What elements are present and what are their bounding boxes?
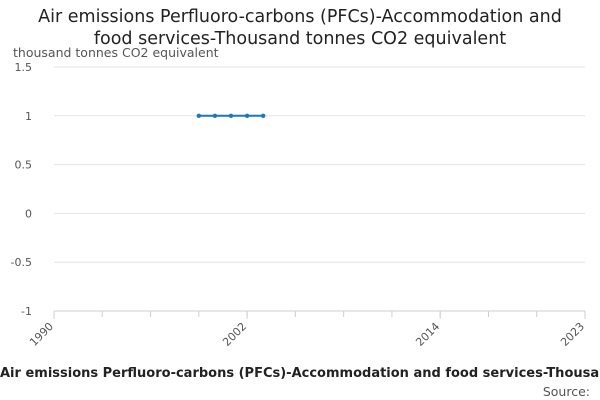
y-tick-label: -1 [21, 305, 32, 318]
line-chart: 1.5 1 0.5 0 -0.5 -1 1990 2002 2014 2023 [11, 61, 588, 349]
chart-title-line-2: food services-Thousand tonnes CO2 equiva… [93, 29, 507, 49]
y-tick-label: 0.5 [15, 159, 33, 172]
data-point [212, 113, 218, 119]
legend: Air emissions Perfluoro-carbons (PFCs)-A… [0, 366, 600, 384]
chart-title-line-1: Air emissions Perfluoro-carbons (PFCs)-A… [38, 7, 562, 27]
data-point [260, 113, 266, 119]
data-point [228, 113, 234, 119]
x-tick-label: 2014 [413, 320, 442, 349]
legend-label: Air emissions Perfluoro-carbons (PFCs)-A… [0, 366, 600, 381]
y-tick-label: 1.5 [15, 61, 33, 74]
y-tick-label: -0.5 [11, 256, 32, 269]
source-label: Source: [542, 384, 590, 399]
legend-entry: Air emissions Perfluoro-carbons (PFCs)-A… [0, 366, 600, 381]
x-tick-label: 2023 [558, 320, 587, 349]
y-tick-label: 1 [25, 110, 32, 123]
data-point [196, 113, 202, 119]
data-point [244, 113, 250, 119]
chart-title: Air emissions Perfluoro-carbons (PFCs)-A… [0, 6, 600, 50]
x-tick-label: 1990 [27, 320, 56, 349]
x-tick-label: 2002 [220, 320, 249, 349]
y-axis-unit-label: thousand tonnes CO2 equivalent [13, 45, 219, 60]
y-tick-label: 0 [25, 207, 32, 220]
